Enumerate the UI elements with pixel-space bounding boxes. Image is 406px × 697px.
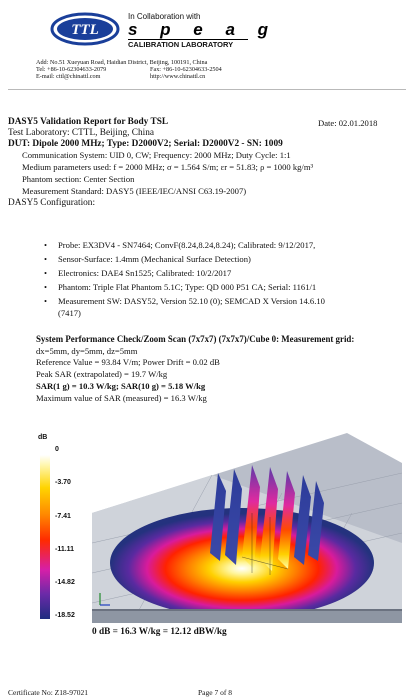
legend-tick: 0 bbox=[55, 446, 59, 453]
test-laboratory: Test Laboratory: CTTL, Beijing, China bbox=[8, 128, 155, 138]
certificate-number: Certificate No: Z18-97021 bbox=[8, 688, 88, 697]
address-line: Add: No.51 Xueyuan Road, Haidian Distric… bbox=[36, 59, 208, 66]
config-item-probe: Probe: EX3DV4 - SN7464; ConvF(8.24,8.24,… bbox=[44, 240, 315, 251]
ttl-logo: TTL bbox=[50, 12, 120, 46]
header-divider bbox=[8, 89, 406, 90]
peak-sar: Peak SAR (extrapolated) = 19.7 W/kg bbox=[36, 369, 168, 379]
dut-line: DUT: Dipole 2000 MHz; Type: D2000V2; Ser… bbox=[8, 139, 283, 149]
tel-text: Tel: +86-10-62304633-2079 bbox=[36, 66, 107, 73]
legend-tick: -7.41 bbox=[55, 513, 71, 520]
config-item-electronics: Electronics: DAE4 Sn1525; Calibrated: 10… bbox=[44, 268, 231, 279]
legend-unit: dB bbox=[38, 434, 48, 441]
legend-tick: -14.82 bbox=[55, 579, 75, 586]
fax-text: Fax: +86-10-62304633-2504 bbox=[150, 66, 222, 73]
medium-parameters: Medium parameters used: f = 2000 MHz; σ … bbox=[22, 162, 314, 172]
email-text: E-mail: cttl@chinattl.com bbox=[36, 73, 101, 80]
report-date: Date: 02.01.2018 bbox=[318, 118, 378, 128]
report-title: DASY5 Validation Report for Body TSL bbox=[8, 117, 169, 127]
reference-value: Reference Value = 93.84 V/m; Power Drift… bbox=[36, 357, 220, 367]
config-item-phantom: Phantom: Triple Flat Phantom 5.1C; Type:… bbox=[44, 282, 316, 293]
collaboration-text: In Collaboration with bbox=[128, 12, 201, 21]
measurement-standard: Measurement Standard: DASY5 (IEEE/IEC/AN… bbox=[22, 186, 247, 196]
legend-tick: -18.52 bbox=[55, 612, 75, 619]
config-item-software: Measurement SW: DASY52, Version 52.10 (0… bbox=[44, 296, 325, 307]
speag-logo-text: s p e a g bbox=[128, 20, 278, 39]
page-number: Page 7 of 8 bbox=[198, 688, 232, 697]
speag-underline bbox=[128, 39, 248, 40]
config-item-sensor: Sensor-Surface: 1.4mm (Mechanical Surfac… bbox=[44, 254, 251, 265]
calibration-lab-text: CALIBRATION LABORATORY bbox=[128, 40, 234, 49]
grid-spacing: dx=5mm, dy=5mm, dz=5mm bbox=[36, 346, 138, 356]
performance-check-heading: System Performance Check/Zoom Scan (7x7x… bbox=[36, 334, 355, 344]
config-item-software-cont: (7417) bbox=[58, 308, 81, 318]
svg-text:TTL: TTL bbox=[71, 22, 99, 38]
legend-tick: -11.11 bbox=[55, 546, 75, 553]
sar-distribution-plot bbox=[92, 433, 402, 623]
color-scale-bar bbox=[40, 455, 50, 619]
figure-caption: 0 dB = 16.3 W/kg = 12.12 dBW/kg bbox=[92, 627, 227, 637]
legend-tick: -3.70 bbox=[55, 479, 71, 486]
sar-values: SAR(1 g) = 10.3 W/kg; SAR(10 g) = 5.18 W… bbox=[36, 381, 206, 391]
config-heading: DASY5 Configuration: bbox=[8, 198, 96, 208]
phantom-section: Phantom section: Center Section bbox=[22, 174, 135, 184]
max-sar: Maximum value of SAR (measured) = 16.3 W… bbox=[36, 393, 207, 403]
website-text: http://www.chinattl.cn bbox=[150, 73, 206, 80]
communication-system: Communication System: UID 0, CW; Frequen… bbox=[22, 150, 291, 160]
